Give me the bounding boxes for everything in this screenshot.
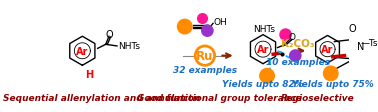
Circle shape — [350, 56, 361, 67]
Text: Regioselective: Regioselective — [281, 93, 355, 102]
Text: O: O — [349, 24, 356, 34]
Text: Yields upto 75%: Yields upto 75% — [291, 80, 373, 89]
Circle shape — [290, 51, 301, 62]
Text: O: O — [288, 32, 296, 41]
Text: Ar: Ar — [321, 45, 334, 55]
Circle shape — [324, 67, 338, 81]
Text: H: H — [85, 70, 93, 80]
Text: NHTs: NHTs — [118, 42, 140, 51]
Circle shape — [178, 20, 192, 34]
Text: K₂CO₃: K₂CO₃ — [281, 38, 314, 48]
Text: 10 examples: 10 examples — [266, 57, 330, 66]
Text: —Ts: —Ts — [361, 39, 378, 48]
Circle shape — [357, 49, 367, 58]
Text: OH: OH — [213, 18, 227, 27]
Text: Yields upto 82%: Yields upto 82% — [222, 80, 304, 89]
Circle shape — [202, 26, 213, 37]
Text: Ar: Ar — [76, 46, 88, 56]
Text: O: O — [106, 30, 113, 40]
Circle shape — [198, 15, 208, 24]
Text: Ar: Ar — [257, 45, 269, 55]
Text: 32 examples: 32 examples — [173, 65, 237, 74]
Text: Sequential allenylation and annulation: Sequential allenylation and annulation — [3, 93, 200, 102]
Text: NHTs: NHTs — [254, 25, 276, 33]
Circle shape — [280, 30, 291, 41]
Circle shape — [260, 69, 274, 83]
Text: Good functional group tolerance: Good functional group tolerance — [137, 93, 302, 102]
Text: Ru: Ru — [196, 50, 214, 63]
Text: N: N — [357, 42, 365, 52]
